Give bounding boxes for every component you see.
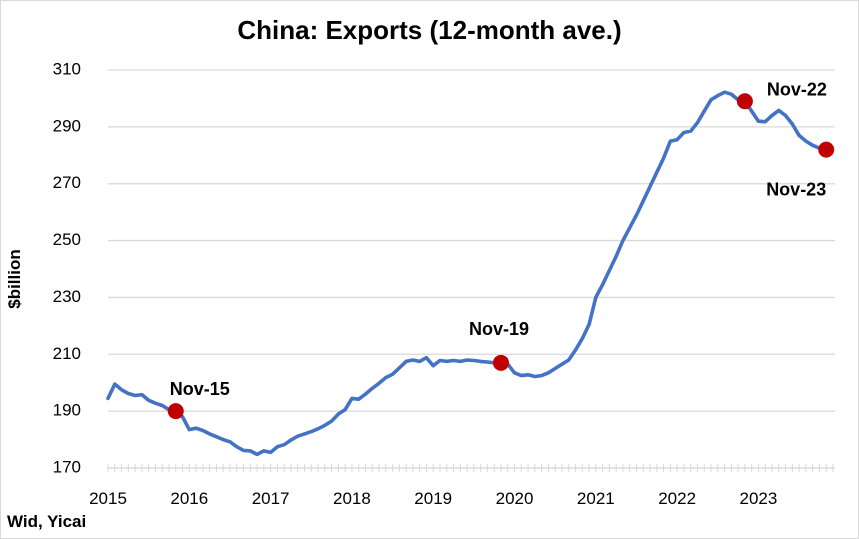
x-tick-label: 2016 (170, 489, 208, 508)
y-tick-label: 290 (53, 116, 81, 135)
source-note: Wid, Yicai (7, 512, 87, 531)
x-tick-label: 2017 (252, 489, 290, 508)
x-tick-label: 2018 (333, 489, 371, 508)
highlight-marker (167, 403, 184, 420)
annotation-label: Nov-23 (766, 180, 826, 200)
chart-title: China: Exports (12-month ave.) (237, 15, 622, 45)
y-tick-label: 190 (53, 401, 81, 420)
x-tick-label: 2022 (658, 489, 696, 508)
y-tick-label: 170 (53, 457, 81, 476)
y-tick-label: 230 (53, 287, 81, 306)
x-tick-label: 2020 (496, 489, 534, 508)
x-tick-label: 2015 (89, 489, 127, 508)
annotation-label: Nov-15 (170, 379, 230, 399)
y-tick-label: 270 (53, 173, 81, 192)
annotation-label: Nov-22 (767, 79, 827, 99)
annotation-label: Nov-19 (469, 319, 529, 339)
highlight-marker (818, 141, 835, 158)
x-tick-label: 2021 (577, 489, 615, 508)
y-tick-label: 310 (53, 59, 81, 78)
highlight-marker (492, 354, 509, 371)
x-tick-label: 2023 (740, 489, 778, 508)
y-tick-label: 210 (53, 344, 81, 363)
y-tick-label: 250 (53, 230, 81, 249)
x-tick-label: 2019 (414, 489, 452, 508)
exports-series-line (106, 90, 829, 457)
highlight-marker (736, 93, 753, 110)
